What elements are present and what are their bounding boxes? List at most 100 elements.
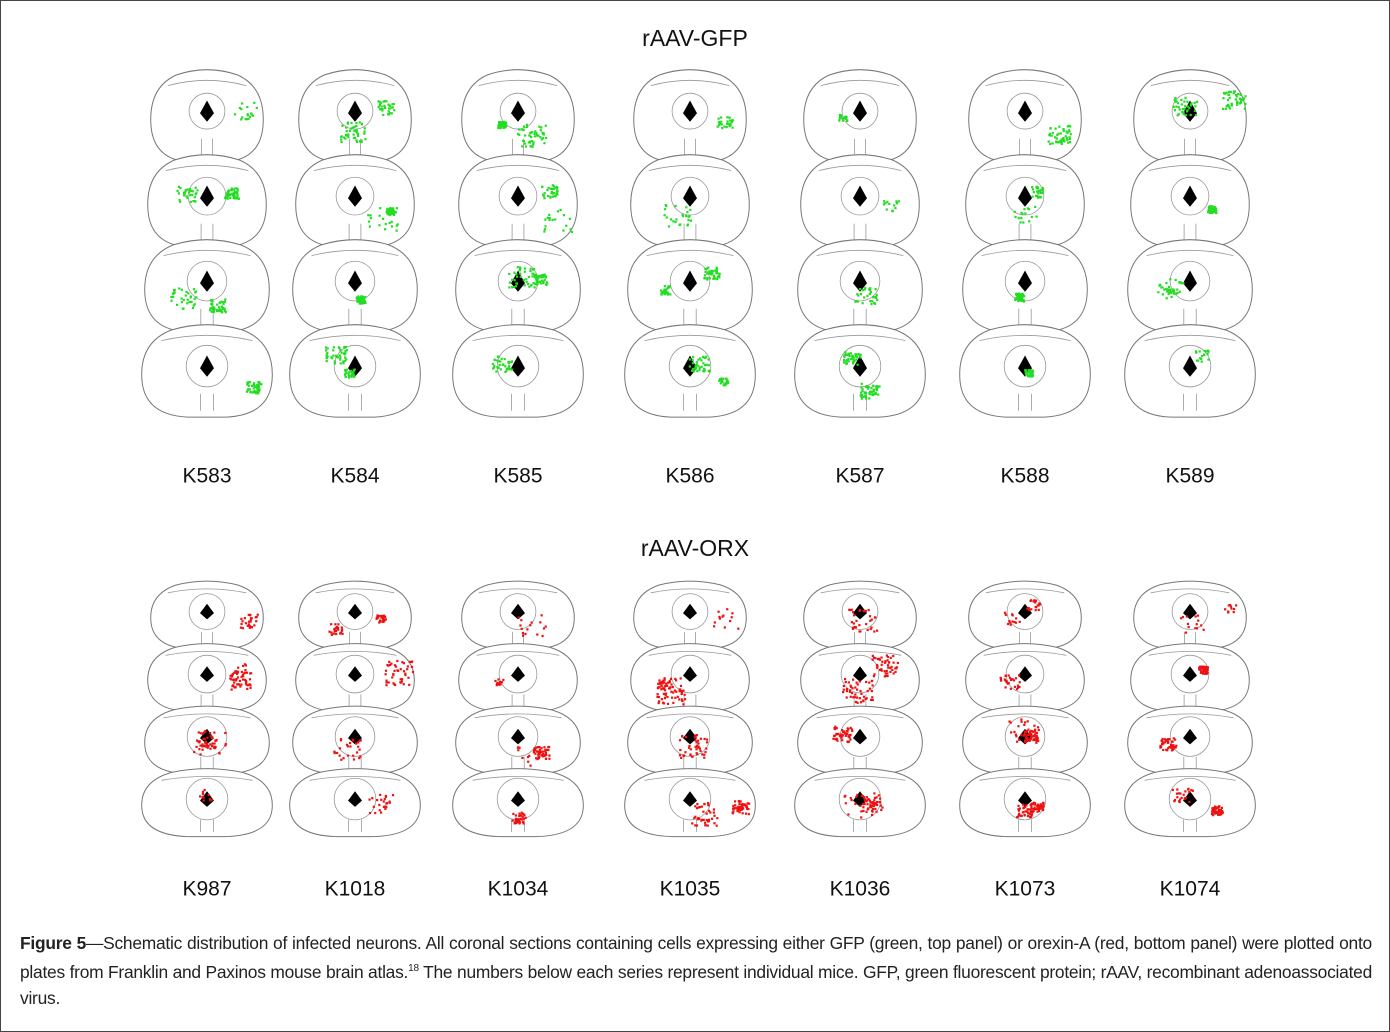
labeled-cell xyxy=(231,688,233,690)
labeled-cell xyxy=(1034,729,1036,731)
labeled-cell xyxy=(1040,196,1042,198)
labeled-cell xyxy=(1202,671,1204,673)
labeled-cell xyxy=(690,220,692,222)
labeled-cell xyxy=(187,299,189,301)
labeled-cell xyxy=(672,686,674,688)
labeled-cell xyxy=(385,681,387,683)
labeled-cell xyxy=(1244,108,1246,110)
labeled-cell xyxy=(1034,206,1036,208)
labeled-cell xyxy=(716,267,718,269)
labeled-cell xyxy=(392,673,394,675)
labeled-cell xyxy=(255,620,257,622)
labeled-cell xyxy=(867,690,869,692)
labeled-cell xyxy=(665,204,667,206)
labeled-cell xyxy=(1035,732,1037,734)
labeled-cell xyxy=(334,360,336,362)
labeled-cell xyxy=(190,301,192,303)
labeled-cell xyxy=(360,297,362,299)
labeled-cell xyxy=(216,310,218,312)
labeled-cell xyxy=(258,389,260,391)
labeled-cell xyxy=(701,753,703,755)
labeled-cell xyxy=(1024,741,1026,743)
mouse-id: K1036 xyxy=(830,878,891,901)
labeled-cell xyxy=(1198,668,1200,670)
labeled-cell xyxy=(1013,731,1015,733)
labeled-cell xyxy=(868,392,870,394)
labeled-cell xyxy=(697,742,699,744)
labeled-cell xyxy=(218,306,220,308)
labeled-cell xyxy=(1172,789,1174,791)
labeled-cell xyxy=(1011,613,1013,615)
labeled-cell xyxy=(1166,749,1168,751)
labeled-cell xyxy=(661,698,663,700)
labeled-cell xyxy=(181,301,183,303)
labeled-cell xyxy=(392,106,394,108)
labeled-cell xyxy=(1170,292,1172,294)
labeled-cell xyxy=(663,214,665,216)
labeled-cell xyxy=(352,739,354,741)
labeled-cell xyxy=(1195,615,1197,617)
labeled-cell xyxy=(862,806,864,808)
labeled-cell xyxy=(385,684,387,686)
labeled-cell xyxy=(249,687,251,689)
labeled-cell xyxy=(383,800,385,802)
labeled-cell xyxy=(694,805,696,807)
labeled-cell xyxy=(1030,599,1032,601)
labeled-cell xyxy=(1211,808,1213,810)
labeled-cell xyxy=(392,210,394,212)
labeled-cell xyxy=(240,627,242,629)
labeled-cell xyxy=(857,300,859,302)
labeled-cell xyxy=(878,794,880,796)
labeled-cell xyxy=(563,214,565,216)
labeled-cell xyxy=(866,697,868,699)
labeled-cell xyxy=(189,194,191,196)
labeled-cell xyxy=(1035,609,1037,611)
labeled-cell xyxy=(1231,103,1233,105)
labeled-cell xyxy=(542,755,544,757)
labeled-cell xyxy=(334,362,336,364)
labeled-cell xyxy=(657,693,659,695)
labeled-cell xyxy=(880,809,882,811)
labeled-cell xyxy=(334,623,336,625)
labeled-cell xyxy=(860,693,862,695)
labeled-cell xyxy=(527,283,529,285)
labeled-cell xyxy=(364,127,366,129)
labeled-cell xyxy=(696,803,698,805)
labeled-cell xyxy=(689,358,691,360)
labeled-cell xyxy=(706,364,708,366)
labeled-cell xyxy=(738,803,740,805)
labeled-cell xyxy=(1223,92,1225,94)
labeled-cell xyxy=(886,655,888,657)
labeled-cell xyxy=(859,805,861,807)
labeled-cell xyxy=(545,137,547,139)
labeled-cell xyxy=(876,664,878,666)
labeled-cell xyxy=(868,397,870,399)
labeled-cell xyxy=(1195,114,1197,116)
labeled-cell xyxy=(185,291,187,293)
labeled-cell xyxy=(342,757,344,759)
labeled-cell xyxy=(202,791,204,793)
labeled-cell xyxy=(228,190,230,192)
labeled-cell xyxy=(396,669,398,671)
labeled-cell xyxy=(388,110,390,112)
labeled-cell xyxy=(1060,140,1062,142)
labeled-cell xyxy=(1037,196,1039,198)
labeled-cell xyxy=(176,304,178,306)
labeled-cell xyxy=(241,116,243,118)
labeled-cell xyxy=(874,303,876,305)
labeled-cell xyxy=(845,681,847,683)
labeled-cell xyxy=(1181,103,1183,105)
labeled-cell xyxy=(706,272,708,274)
labeled-cell xyxy=(342,362,344,364)
labeled-cell xyxy=(859,609,861,611)
labeled-cell xyxy=(509,281,511,283)
labeled-cell xyxy=(378,106,380,108)
labeled-cell xyxy=(665,291,667,293)
labeled-cell xyxy=(666,696,668,698)
section-series xyxy=(960,581,1091,836)
labeled-cell xyxy=(198,731,200,733)
labeled-cell xyxy=(553,185,555,187)
labeled-cell xyxy=(884,660,886,662)
labeled-cell xyxy=(863,296,865,298)
labeled-cell xyxy=(325,349,327,351)
